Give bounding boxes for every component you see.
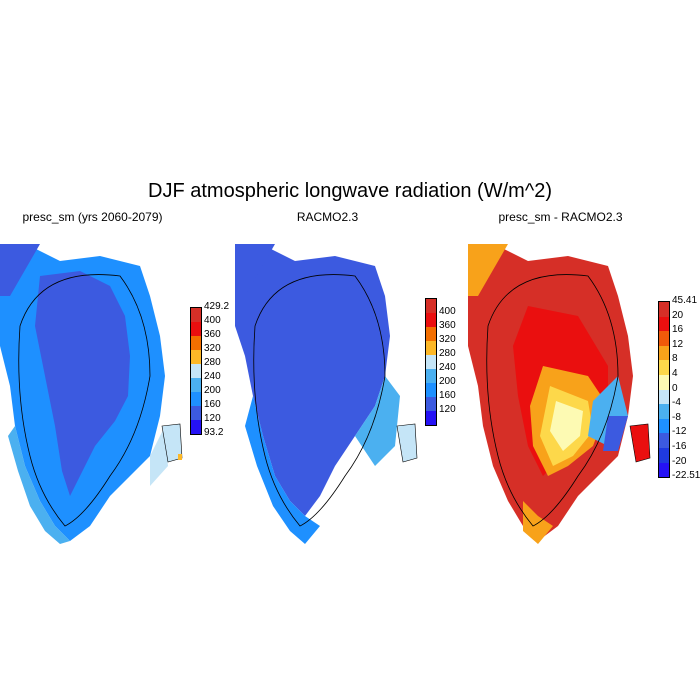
greenland-map-racmo [235, 244, 418, 544]
greenland-map-presc-sm [0, 244, 183, 544]
colorbar-swatch [191, 350, 201, 364]
colorbar-swatch [191, 378, 201, 392]
colorbar-swatches [658, 301, 670, 479]
colorbar-swatch [191, 322, 201, 336]
colorbar-label: -8 [672, 411, 681, 423]
colorbar-swatch [659, 418, 669, 434]
panel-title: RACMO2.3 [296, 210, 359, 224]
colorbar-label: -4 [672, 397, 681, 409]
colorbar-label: 120 [439, 404, 456, 415]
colorbar-label: 20 [672, 309, 684, 321]
colorbar-swatch [426, 383, 436, 397]
colorbar-label: 360 [439, 320, 456, 331]
colorbar-label: 8 [672, 353, 678, 365]
colorbar-swatch [426, 411, 436, 425]
coast-outline [18, 274, 151, 527]
ice-sheet-coast-edge-light [150, 426, 168, 486]
colorbar-label: 240 [204, 371, 221, 382]
coast-outline [486, 274, 619, 527]
colorbar-label: 45.41 [672, 295, 698, 306]
coast-outline [253, 274, 386, 527]
colorbar-swatch [191, 420, 201, 434]
colorbar-swatch [426, 369, 436, 383]
colorbar-swatch [191, 406, 201, 420]
colorbar-swatch [659, 447, 669, 463]
diff-dark-blue-edge [603, 416, 628, 451]
colorbar-label: 240 [439, 362, 456, 373]
colorbar-swatch [659, 433, 669, 448]
northwest-corner [0, 244, 40, 296]
colorbar-swatch [191, 392, 201, 406]
colorbar-swatch [659, 331, 669, 346]
colorbar-swatch [426, 327, 436, 341]
colorbar-label: -20 [672, 455, 687, 467]
colorbar-swatch [191, 336, 201, 350]
greenland-map-difference [468, 244, 651, 544]
ice-sheet-interior [235, 244, 390, 516]
colorbar-swatch [659, 302, 669, 317]
colorbar-swatch [659, 360, 669, 375]
diff-south-tip [523, 501, 553, 544]
colorbar-label: 200 [439, 376, 456, 387]
diff-pale-core [550, 401, 583, 451]
colorbar-label: 320 [439, 334, 456, 345]
colorbar-label: 429.2 [204, 301, 230, 312]
colorbar-swatch [659, 316, 669, 332]
colorbar-swatches [425, 298, 437, 426]
ice-sheet-coast-edge [245, 396, 320, 544]
colorbar-label: -12 [672, 426, 687, 438]
colorbar-label: 93.2 [204, 427, 224, 438]
island-patch [396, 423, 418, 463]
colorbar-swatch [659, 462, 669, 478]
colorbar-label: 4 [672, 368, 678, 379]
ice-sheet-interior [35, 271, 130, 496]
panel-title: presc_sm (yrs 2060-2079) [22, 210, 163, 224]
colorbar-swatch [426, 341, 436, 355]
colorbar-label: 200 [204, 385, 221, 396]
colorbar-label: 16 [672, 324, 684, 336]
diff-northwest-corner [468, 244, 508, 296]
island-highlight [178, 454, 182, 460]
colorbar-swatch [426, 299, 436, 313]
figure-title: DJF atmospheric longwave radiation (W/m^… [148, 180, 552, 202]
colorbar-swatches [190, 307, 202, 435]
colorbar-label: -16 [672, 441, 687, 452]
colorbar-label: 320 [204, 343, 221, 354]
colorbar-label: 280 [439, 348, 456, 359]
colorbar-label: 400 [204, 315, 221, 326]
colorbar-label: 12 [672, 338, 684, 350]
island-patch [629, 423, 651, 463]
colorbar-swatch [659, 345, 669, 361]
colorbar-label: 280 [204, 357, 221, 368]
colorbar-swatch [426, 397, 436, 411]
colorbar-label: 160 [439, 390, 456, 401]
colorbar-swatch [659, 374, 669, 390]
colorbar-label: 400 [439, 306, 456, 317]
colorbar-label: 120 [204, 413, 221, 424]
ice-sheet-coast-edge-light [355, 376, 400, 466]
colorbar-swatch [426, 313, 436, 327]
northwest-corner [235, 244, 275, 296]
panel-title: presc_sm - RACMO2.3 [498, 210, 623, 224]
colorbar-swatch [659, 389, 669, 405]
colorbar-label: 360 [204, 329, 221, 340]
colorbar-swatch [659, 404, 669, 419]
colorbar-swatch [426, 355, 436, 369]
colorbar-label: -22.51 [672, 470, 700, 482]
colorbar-label: 0 [672, 382, 678, 394]
ice-sheet-coast-edge [8, 426, 70, 544]
colorbar-swatch [191, 364, 201, 378]
colorbar-label: 160 [204, 399, 221, 410]
colorbar-swatch [191, 308, 201, 322]
